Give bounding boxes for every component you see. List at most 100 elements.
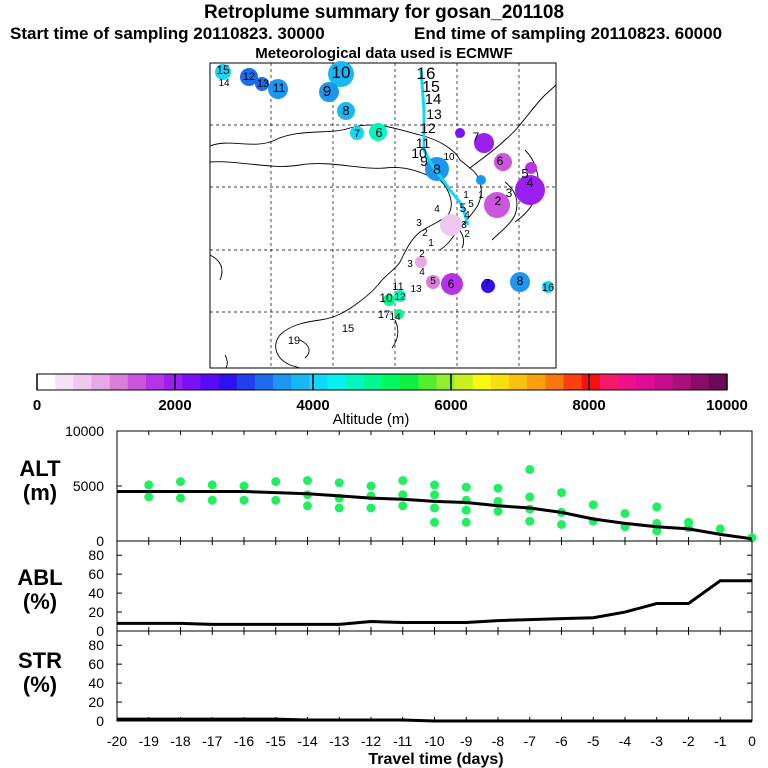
map-day-label: 8 xyxy=(433,161,441,177)
panel-y-tick-label: 60 xyxy=(88,566,104,582)
colorbar-segment xyxy=(382,374,401,390)
map-day-label: 12 xyxy=(243,71,255,83)
map-day-label: 19 xyxy=(288,335,300,347)
panel-frame xyxy=(116,630,753,722)
colorbar-segment xyxy=(363,374,383,390)
alt-scatter-point xyxy=(715,524,725,534)
colorbar-segment xyxy=(73,374,92,390)
panel-y-tick-label: 60 xyxy=(88,656,104,672)
map-plume-dot xyxy=(215,64,231,80)
x-tick-label: -4 xyxy=(619,733,632,749)
alt-scatter-point xyxy=(588,500,598,510)
colorbar-tick-label: 8000 xyxy=(572,397,605,414)
map-day-label: 7 xyxy=(473,130,480,144)
alt-scatter-point xyxy=(207,495,217,505)
map-day-label: 1 xyxy=(428,238,434,249)
alt-scatter-point xyxy=(144,492,154,502)
colorbar-segment xyxy=(145,374,165,390)
alt-scatter-point xyxy=(652,502,662,512)
x-tick-label: -12 xyxy=(361,733,381,749)
panel-y-tick-label: 20 xyxy=(88,604,104,620)
colorbar-segment xyxy=(654,374,673,390)
alt-scatter-point xyxy=(461,505,471,515)
map-day-label: 16 xyxy=(542,282,554,294)
alt-scatter-point xyxy=(271,477,281,487)
alt-scatter-point xyxy=(461,482,471,492)
alt-scatter-point xyxy=(398,490,408,500)
colorbar-tick-label: 2000 xyxy=(158,397,191,414)
alt-scatter-point xyxy=(334,478,344,488)
map-day-label: 12 xyxy=(394,292,406,303)
map-day-label: 9 xyxy=(323,83,331,100)
colorbar-tick-label: 10000 xyxy=(706,397,748,414)
colorbar-segment xyxy=(327,374,347,390)
map-day-label: 2 xyxy=(464,229,470,240)
panel-y-tick-label: 0 xyxy=(96,713,104,729)
map-day-label: 4 xyxy=(464,210,470,221)
alt-scatter-point xyxy=(493,483,503,493)
x-tick-label: -3 xyxy=(651,733,664,749)
colorbar-segment xyxy=(37,374,56,390)
colorbar-segment xyxy=(436,374,456,390)
alt-scatter-point xyxy=(398,476,408,485)
alt-scatter-point xyxy=(525,492,535,502)
colorbar-segment xyxy=(273,374,292,390)
colorbar-ticks: 0 2000 4000 6000 8000 10000 xyxy=(33,374,748,414)
str-line xyxy=(117,717,752,723)
colorbar-segment xyxy=(127,374,147,390)
map-day-label: 3 xyxy=(407,259,413,270)
map-plume-dot xyxy=(240,68,258,86)
alt-scatter-point xyxy=(366,503,376,513)
alt-scatter-point xyxy=(461,517,471,527)
map-plume-dot xyxy=(494,153,512,171)
alt-scatter-point xyxy=(176,477,185,487)
map-plume-track xyxy=(419,69,470,226)
x-tick-label: -2 xyxy=(682,733,695,749)
alt-scatter-point xyxy=(493,506,503,516)
colorbar-segment xyxy=(454,374,474,390)
map-day-label: 13 xyxy=(257,78,269,90)
alt-scatter-point xyxy=(430,503,439,513)
panel-y-tick-label: 40 xyxy=(88,585,104,601)
map-day-label: 12 xyxy=(420,120,436,136)
map-day-label: 4 xyxy=(526,175,533,190)
map-plume-dot xyxy=(328,61,354,87)
panel-y-tick-label: 20 xyxy=(88,694,104,710)
alt-scatter-point xyxy=(525,516,535,526)
x-axis-ticks: -20 -19 -18 -17 -16 -15 -14 -13 -12 -11 -10 -9 -8 -7-… xyxy=(107,733,756,749)
alt-title: ALT xyxy=(19,456,61,481)
colorbar-segment xyxy=(690,374,710,390)
alt-scatter-point xyxy=(207,480,217,490)
abl-line xyxy=(117,579,752,626)
map-plume-dot xyxy=(319,82,339,102)
colorbar-segment xyxy=(291,374,310,390)
colorbar-segment xyxy=(672,374,692,390)
colorbar-segment xyxy=(400,374,419,390)
map-day-label: 1 xyxy=(478,190,484,201)
colorbar-segment xyxy=(236,374,256,390)
alt-scatter-point xyxy=(334,503,344,513)
map-day-label: 1 xyxy=(463,190,469,201)
x-tick-label: -6 xyxy=(555,733,568,749)
alt-scatter-point xyxy=(430,490,439,500)
map-plume-dot xyxy=(369,123,387,141)
colorbar-segment xyxy=(563,374,583,390)
abl-unit: (%) xyxy=(23,589,57,614)
map-plume-dot xyxy=(476,175,486,185)
colorbar-segment xyxy=(418,374,437,390)
x-tick-label: -15 xyxy=(266,733,286,749)
x-tick-label: -14 xyxy=(297,733,317,749)
alt-scatter-point xyxy=(493,496,503,506)
map-plume-dot xyxy=(268,79,288,99)
map-day-label: 14 xyxy=(389,312,401,323)
x-tick-label: -7 xyxy=(524,733,537,749)
map-plume-dot xyxy=(515,175,545,205)
alt-scatter-point xyxy=(271,495,281,505)
alt-scatter-point xyxy=(430,517,439,527)
map-day-label: 4 xyxy=(419,267,425,278)
panel-y-tick-label: 80 xyxy=(88,637,104,653)
x-tick-label: -1 xyxy=(714,733,727,749)
map-day-label: 11 xyxy=(273,81,286,95)
